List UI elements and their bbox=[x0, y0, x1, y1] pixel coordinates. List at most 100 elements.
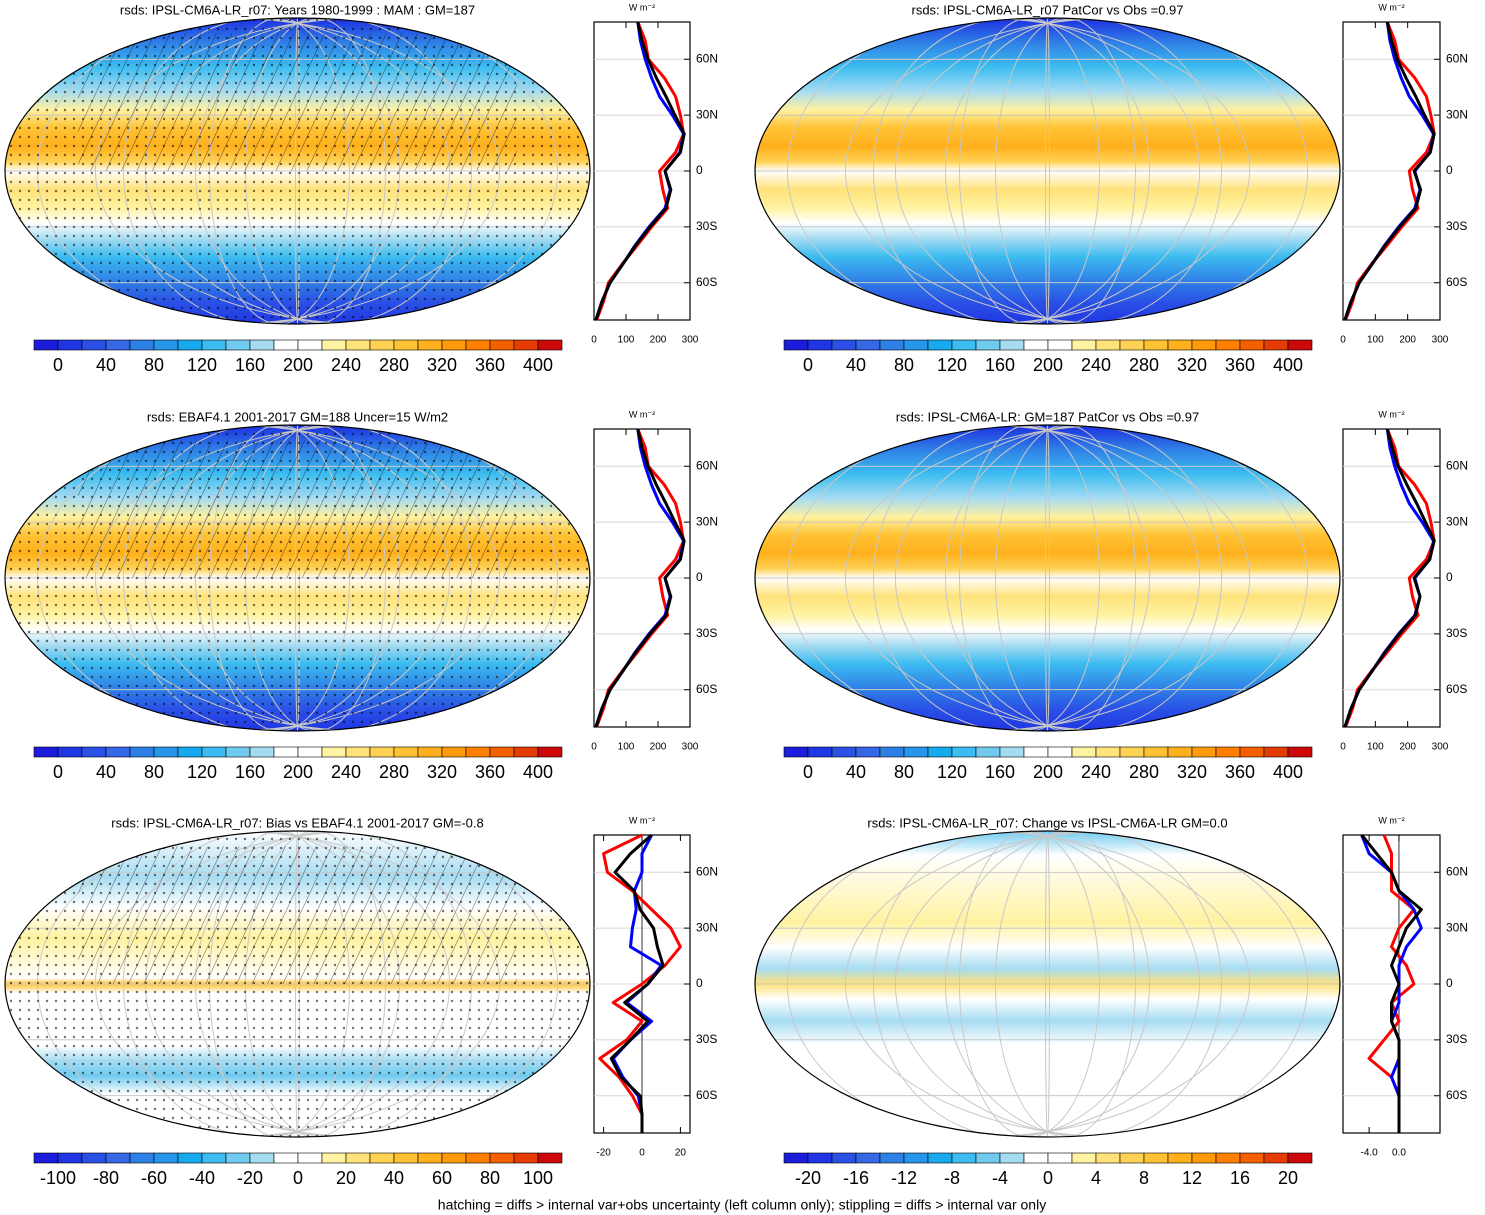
panel-title: rsds: IPSL-CM6A-LR_r07: Change vs IPSL-C… bbox=[867, 815, 1227, 830]
colorbar-box bbox=[513, 746, 539, 758]
panel-title: rsds: IPSL-CM6A-LR_r07: Bias vs EBAF4.1 … bbox=[111, 815, 483, 830]
colorbar-box bbox=[975, 1152, 1001, 1164]
colorbar-box bbox=[153, 746, 179, 758]
y-tick-label: 30S bbox=[696, 219, 717, 233]
colorbar-label: 8 bbox=[1139, 1168, 1149, 1188]
colorbar-box bbox=[1071, 339, 1097, 351]
colorbar-box bbox=[273, 339, 299, 351]
colorbar-box bbox=[465, 1152, 491, 1164]
colorbar-box bbox=[225, 746, 251, 758]
colorbar-label: -100 bbox=[40, 1168, 76, 1188]
colorbar-box bbox=[465, 339, 491, 351]
colorbar-label: -60 bbox=[141, 1168, 167, 1188]
colorbar-label: 0 bbox=[53, 762, 63, 782]
colorbar-box bbox=[1119, 746, 1145, 758]
colorbar-box bbox=[177, 339, 203, 351]
colorbar-box bbox=[1263, 1152, 1289, 1164]
map bbox=[755, 831, 1340, 1137]
colorbar-box bbox=[57, 746, 83, 758]
y-tick-label: 0 bbox=[696, 163, 703, 177]
colorbar-label: 0 bbox=[803, 762, 813, 782]
colorbar-box bbox=[345, 746, 371, 758]
colorbar-label: -40 bbox=[189, 1168, 215, 1188]
x-tick-label: 100 bbox=[618, 335, 635, 346]
colorbar-label: 40 bbox=[96, 355, 116, 375]
colorbar-box bbox=[129, 746, 155, 758]
colorbar-box bbox=[783, 1152, 809, 1164]
colorbar-label: 200 bbox=[1033, 762, 1063, 782]
zonal-line bbox=[1343, 428, 1436, 728]
y-tick-label: 30S bbox=[1446, 1032, 1467, 1046]
y-tick-label: 30N bbox=[696, 920, 718, 934]
colorbar-label: 80 bbox=[894, 762, 914, 782]
colorbar-box bbox=[33, 339, 59, 351]
colorbar-box bbox=[807, 339, 833, 351]
colorbar-label: 80 bbox=[894, 355, 914, 375]
colorbar-label: 80 bbox=[144, 762, 164, 782]
colorbar-label: 0 bbox=[803, 355, 813, 375]
colorbar-box bbox=[1239, 339, 1265, 351]
colorbar-label: 320 bbox=[427, 762, 457, 782]
colorbar-box bbox=[1095, 339, 1121, 351]
colorbar-box bbox=[831, 339, 857, 351]
colorbar-box bbox=[879, 339, 905, 351]
colorbar-box bbox=[105, 746, 131, 758]
colorbar-box bbox=[201, 1152, 227, 1164]
x-tick-label: 20 bbox=[675, 1148, 687, 1159]
colorbar-label: 240 bbox=[1081, 762, 1111, 782]
colorbar-box bbox=[1095, 746, 1121, 758]
colorbar-label: 400 bbox=[523, 355, 553, 375]
colorbar-box bbox=[177, 746, 203, 758]
x-tick-label: -4.0 bbox=[1360, 1148, 1378, 1159]
hatching bbox=[78, 33, 517, 171]
colorbar-box bbox=[225, 1152, 251, 1164]
colorbar-box bbox=[273, 1152, 299, 1164]
map-border bbox=[754, 830, 1341, 1138]
colorbar-box bbox=[999, 339, 1025, 351]
x-tick-label: -20 bbox=[596, 1148, 611, 1159]
colorbar-box bbox=[927, 339, 953, 351]
x-tick-label: 300 bbox=[682, 335, 699, 346]
colorbar-label: 0 bbox=[53, 355, 63, 375]
colorbar-label: 320 bbox=[1177, 762, 1207, 782]
colorbar-label: 200 bbox=[283, 355, 313, 375]
y-tick-label: 30N bbox=[696, 107, 718, 121]
colorbar-box bbox=[1071, 746, 1097, 758]
colorbar-box bbox=[1263, 339, 1289, 351]
colorbar-label: 320 bbox=[427, 355, 457, 375]
y-tick-label: 30N bbox=[696, 514, 718, 528]
colorbar-box bbox=[441, 339, 467, 351]
colorbar-box bbox=[1143, 746, 1169, 758]
y-tick-label: 60N bbox=[1446, 51, 1468, 65]
colorbar-label: 80 bbox=[480, 1168, 500, 1188]
x-tick-label: 200 bbox=[650, 742, 667, 753]
map-border bbox=[4, 17, 591, 325]
colorbar-label: 16 bbox=[1230, 1168, 1250, 1188]
y-tick-label: 0 bbox=[1446, 976, 1453, 990]
colorbar-box bbox=[81, 746, 107, 758]
colorbar-box bbox=[783, 339, 809, 351]
colorbar-label: 240 bbox=[331, 355, 361, 375]
units-label: W m⁻² bbox=[1378, 2, 1404, 12]
colorbar-box bbox=[999, 1152, 1025, 1164]
colorbar-box bbox=[369, 339, 395, 351]
colorbar-label: 360 bbox=[475, 762, 505, 782]
y-tick-label: 0 bbox=[1446, 163, 1453, 177]
x-tick-label: 100 bbox=[1367, 742, 1384, 753]
colorbar-label: 320 bbox=[1177, 355, 1207, 375]
colorbar-label: 200 bbox=[283, 762, 313, 782]
x-tick-label: 200 bbox=[1399, 335, 1416, 346]
colorbar-label: 240 bbox=[1081, 355, 1111, 375]
panel-title: rsds: IPSL-CM6A-LR_r07: Years 1980-1999 … bbox=[120, 2, 475, 17]
colorbar-box bbox=[1119, 1152, 1145, 1164]
colorbar-box bbox=[249, 1152, 275, 1164]
colorbar-label: 400 bbox=[523, 762, 553, 782]
colorbar-label: 240 bbox=[331, 762, 361, 782]
colorbar-box bbox=[129, 339, 155, 351]
colorbar-box bbox=[273, 746, 299, 758]
y-tick-label: 60S bbox=[696, 682, 717, 696]
map-border bbox=[754, 17, 1341, 325]
colorbar-box bbox=[1239, 1152, 1265, 1164]
map bbox=[5, 831, 590, 1137]
